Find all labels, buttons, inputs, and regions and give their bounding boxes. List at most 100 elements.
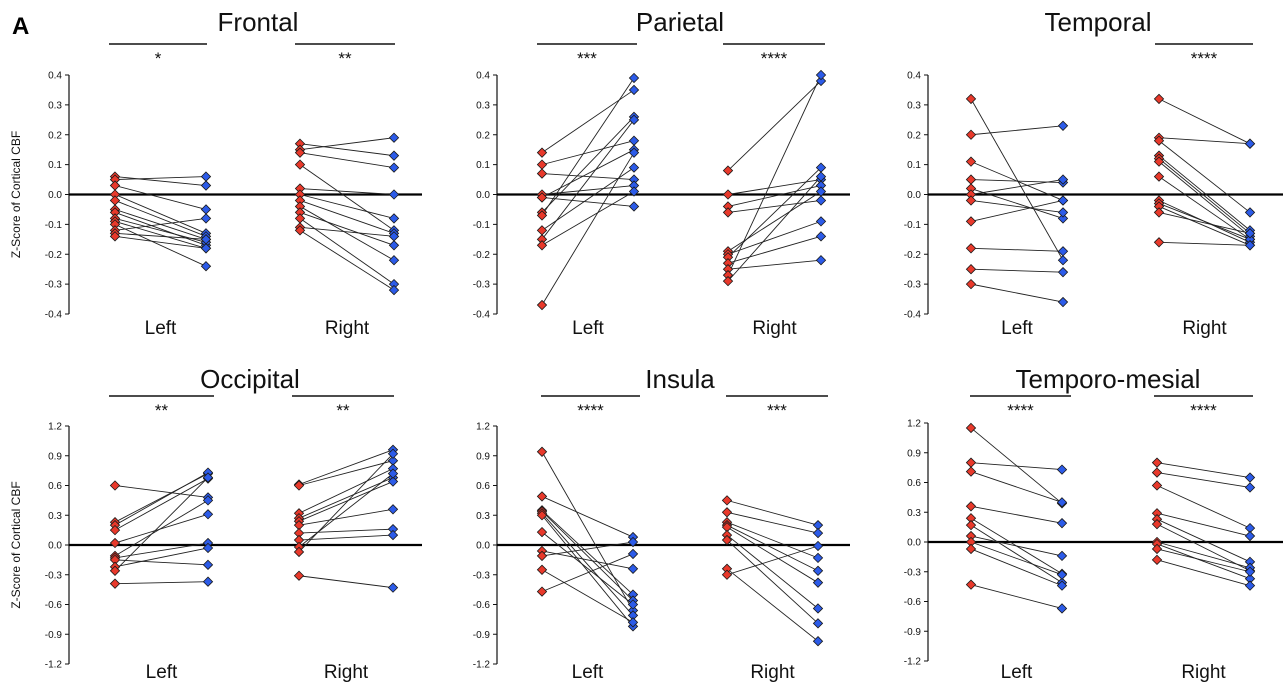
significance-label: **** xyxy=(761,49,788,68)
data-point-blue xyxy=(200,213,212,224)
pair-line xyxy=(541,197,635,207)
pair-line xyxy=(299,164,395,231)
chart-panel-temporo-mesial: Temporo-mesial **** **** 1.2 0.9 0.6 0.3 0.0 -0.… xyxy=(904,364,1283,683)
pair-line xyxy=(970,548,1063,587)
pair-line xyxy=(1156,462,1251,478)
chart-panel-insula: Insula**** ***1.20.90.60.30.0-0.3-0.6-0.9… xyxy=(473,364,850,683)
pair-markers xyxy=(536,72,640,311)
group-label-left: Left xyxy=(1001,662,1033,683)
data-point-blue xyxy=(1244,472,1256,483)
y-tick-label: 0.0 xyxy=(907,190,921,201)
chart-panel-frontal: Frontal* **0.40.30.20.10.0-0.1-0.2-0.3-0.… xyxy=(9,7,422,339)
data-point-blue xyxy=(202,472,214,483)
pair-line xyxy=(1156,472,1251,488)
pair-line xyxy=(541,119,635,240)
data-point-red xyxy=(109,195,121,206)
y-tick-label: 0.0 xyxy=(476,541,490,552)
data-point-blue xyxy=(628,114,640,125)
data-point-blue xyxy=(812,603,824,614)
data-point-blue xyxy=(1056,603,1068,614)
data-point-red xyxy=(109,524,121,536)
data-point-blue xyxy=(1056,517,1068,529)
data-point-blue xyxy=(1057,246,1069,257)
y-tick-label: 0.6 xyxy=(907,478,921,489)
pair-line xyxy=(970,584,1063,609)
pair-line xyxy=(970,125,1064,136)
data-point-red xyxy=(1153,237,1165,248)
pair-line xyxy=(970,524,1063,584)
y-tick-label: -0.6 xyxy=(473,600,491,611)
pair-line xyxy=(541,569,634,623)
pair-markers xyxy=(1151,457,1256,591)
y-tick-label: -0.3 xyxy=(45,280,63,291)
pair-line xyxy=(541,116,635,213)
group-label-right: Right xyxy=(324,662,369,683)
y-tick-label: 0.0 xyxy=(907,538,921,549)
pair-line xyxy=(726,524,819,572)
pair-line xyxy=(970,427,1063,504)
pair-lines xyxy=(114,176,207,267)
pair-markers xyxy=(722,69,827,287)
data-point-blue xyxy=(1057,174,1069,185)
data-point-red xyxy=(1151,518,1163,530)
data-point-red xyxy=(965,422,977,434)
pair-line xyxy=(970,541,1063,576)
pair-markers xyxy=(109,171,212,272)
data-point-blue xyxy=(1244,138,1256,149)
data-point-blue xyxy=(627,599,639,610)
y-tick-label: 0.3 xyxy=(476,100,490,111)
pair-line xyxy=(727,191,822,252)
pair-line xyxy=(298,468,394,514)
chart-panel-parietal: Parietal*** ****0.40.30.20.10.0-0.1-0.2-0… xyxy=(473,7,850,339)
chart-title: Occipital xyxy=(200,364,300,394)
pair-line xyxy=(1158,203,1251,240)
data-point-red xyxy=(293,480,305,491)
panels-group: Frontal* **0.40.30.20.10.0-0.1-0.2-0.3-0.… xyxy=(9,7,1283,683)
data-point-blue xyxy=(388,231,400,242)
pair-line xyxy=(970,188,1064,219)
data-point-blue xyxy=(388,255,400,266)
group-label-left: Left xyxy=(146,662,178,683)
pair-line xyxy=(299,137,395,151)
y-tick-label: 0.9 xyxy=(48,451,62,462)
pair-line xyxy=(114,559,209,566)
y-tick-label: -0.9 xyxy=(904,627,922,638)
data-point-blue xyxy=(387,468,399,479)
pair-line xyxy=(727,167,822,258)
data-point-blue xyxy=(815,75,827,87)
pair-line xyxy=(726,568,819,642)
pair-line xyxy=(726,511,819,534)
data-point-blue xyxy=(1057,296,1069,308)
pair-line xyxy=(299,194,395,219)
data-point-blue xyxy=(628,72,640,84)
data-point-red xyxy=(965,264,977,275)
pair-line xyxy=(299,206,395,261)
pair-line xyxy=(298,534,394,541)
data-point-blue xyxy=(202,542,214,554)
chart-title: Frontal xyxy=(218,7,299,37)
data-point-blue xyxy=(1056,497,1068,508)
pair-line xyxy=(299,226,395,237)
data-point-blue xyxy=(388,213,400,224)
y-tick-label: -0.6 xyxy=(904,597,922,608)
pair-line xyxy=(299,143,395,157)
panel-label: A xyxy=(12,13,29,40)
y-tick-label: 0.3 xyxy=(48,100,62,111)
data-point-red xyxy=(109,480,121,491)
pair-line xyxy=(114,185,207,210)
pair-line xyxy=(1158,206,1251,246)
data-point-red xyxy=(1151,457,1163,468)
pair-line xyxy=(298,528,394,534)
y-tick-label: -0.2 xyxy=(473,250,491,261)
pair-line xyxy=(726,499,819,526)
pair-line xyxy=(970,200,1064,213)
pair-line xyxy=(541,512,634,616)
y-tick-label: 0.0 xyxy=(48,541,62,552)
data-point-blue xyxy=(815,171,827,182)
data-point-red xyxy=(965,93,977,105)
significance-label: ** xyxy=(338,49,352,68)
data-point-red xyxy=(721,495,733,506)
pair-line xyxy=(114,212,207,246)
pair-lines xyxy=(970,427,1063,609)
data-point-red xyxy=(1151,543,1163,555)
